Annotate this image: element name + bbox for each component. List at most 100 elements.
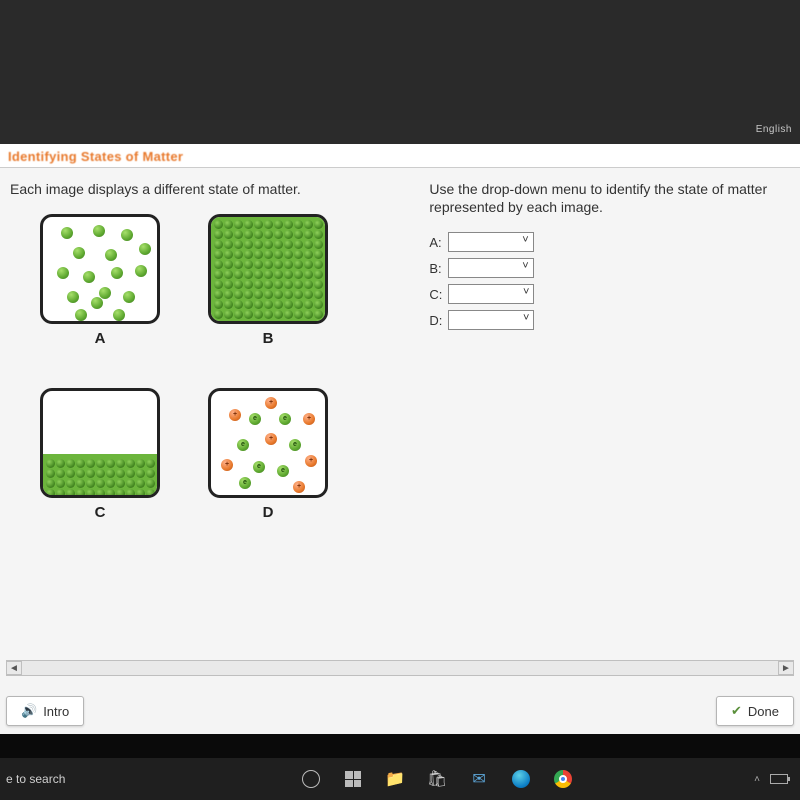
particle [274, 240, 283, 249]
particle [314, 270, 323, 279]
particle [284, 300, 293, 309]
particle [284, 290, 293, 299]
electron-particle: e [277, 465, 289, 477]
dropdown-label: D: [429, 313, 442, 328]
check-icon: ✔ [731, 703, 742, 719]
state-dropdown-b[interactable] [448, 258, 534, 278]
particle [224, 250, 233, 259]
particle [264, 280, 273, 289]
particle [274, 230, 283, 239]
particle [224, 280, 233, 289]
particle [304, 250, 313, 259]
particle [244, 250, 253, 259]
particle [284, 220, 293, 229]
particle [56, 489, 65, 498]
particle [214, 250, 223, 259]
horizontal-scrollbar[interactable]: ◄ ► [6, 660, 794, 676]
particle [264, 230, 273, 239]
particle [294, 290, 303, 299]
taskbar-center: 📁 🛍 ✉ [120, 767, 754, 791]
particle [274, 270, 283, 279]
particle [304, 280, 313, 289]
taskbar-search[interactable]: e to search [0, 772, 120, 786]
particle [264, 240, 273, 249]
particle [314, 260, 323, 269]
particle [294, 280, 303, 289]
intro-button[interactable]: 🔊 Intro [6, 696, 84, 726]
scroll-right-icon[interactable]: ► [778, 661, 794, 675]
particle [123, 291, 135, 303]
diagram-c [40, 388, 160, 498]
diagram-b-label: B [198, 330, 338, 347]
ion-particle: + [265, 433, 277, 445]
particle [274, 300, 283, 309]
particle [56, 479, 65, 488]
electron-particle: e [279, 413, 291, 425]
particle [314, 300, 323, 309]
diagram-grid: A B [10, 214, 411, 538]
edge-icon[interactable] [509, 767, 533, 791]
particle [57, 267, 69, 279]
scroll-left-icon[interactable]: ◄ [6, 661, 22, 675]
particle [254, 270, 263, 279]
particle [214, 290, 223, 299]
dropdown-label: B: [429, 261, 441, 276]
particle [136, 469, 145, 478]
particle [136, 459, 145, 468]
screen: English Identifying States of Matter Eac… [0, 120, 800, 800]
particle [284, 230, 293, 239]
state-dropdown-c[interactable] [448, 284, 534, 304]
diagram-b-wrap: B [198, 214, 338, 364]
particle [116, 459, 125, 468]
topbar: English [0, 120, 800, 144]
particle [224, 230, 233, 239]
particle [234, 270, 243, 279]
particle [234, 250, 243, 259]
taskview-icon[interactable] [341, 767, 365, 791]
mail-icon[interactable]: ✉ [467, 767, 491, 791]
particle [274, 260, 283, 269]
particle [304, 290, 313, 299]
particle [284, 240, 293, 249]
state-dropdown-a[interactable] [448, 232, 534, 252]
particle [304, 220, 313, 229]
chrome-icon[interactable] [551, 767, 575, 791]
particle [91, 297, 103, 309]
windows-taskbar[interactable]: e to search 📁 🛍 ✉ ˄ [0, 758, 800, 800]
particle [244, 260, 253, 269]
tray-caret-icon[interactable]: ˄ [754, 774, 760, 785]
particle [244, 270, 253, 279]
particle [234, 300, 243, 309]
state-dropdown-d[interactable] [448, 310, 534, 330]
particle [121, 229, 133, 241]
battery-icon[interactable] [770, 774, 788, 784]
right-column: Use the drop-down menu to identify the s… [419, 180, 790, 674]
particle [284, 310, 293, 319]
particle [234, 260, 243, 269]
done-button[interactable]: ✔ Done [716, 696, 794, 726]
particle [314, 220, 323, 229]
particle [234, 240, 243, 249]
particle [254, 260, 263, 269]
particle [294, 310, 303, 319]
store-icon[interactable]: 🛍 [425, 767, 449, 791]
particle [254, 220, 263, 229]
particle [284, 270, 293, 279]
explorer-icon[interactable]: 📁 [383, 767, 407, 791]
particle [146, 489, 155, 498]
particle [96, 489, 105, 498]
particle [214, 310, 223, 319]
particle [304, 310, 313, 319]
language-selector[interactable]: English [756, 124, 792, 135]
particle [86, 469, 95, 478]
cortana-icon[interactable] [299, 767, 323, 791]
diagram-a [40, 214, 160, 324]
particle [284, 250, 293, 259]
particle [86, 479, 95, 488]
particle [274, 220, 283, 229]
dropdown-row: A: [429, 232, 790, 252]
particle [99, 287, 111, 299]
lesson-window: English Identifying States of Matter Eac… [0, 120, 800, 734]
particle [224, 240, 233, 249]
particle [254, 250, 263, 259]
